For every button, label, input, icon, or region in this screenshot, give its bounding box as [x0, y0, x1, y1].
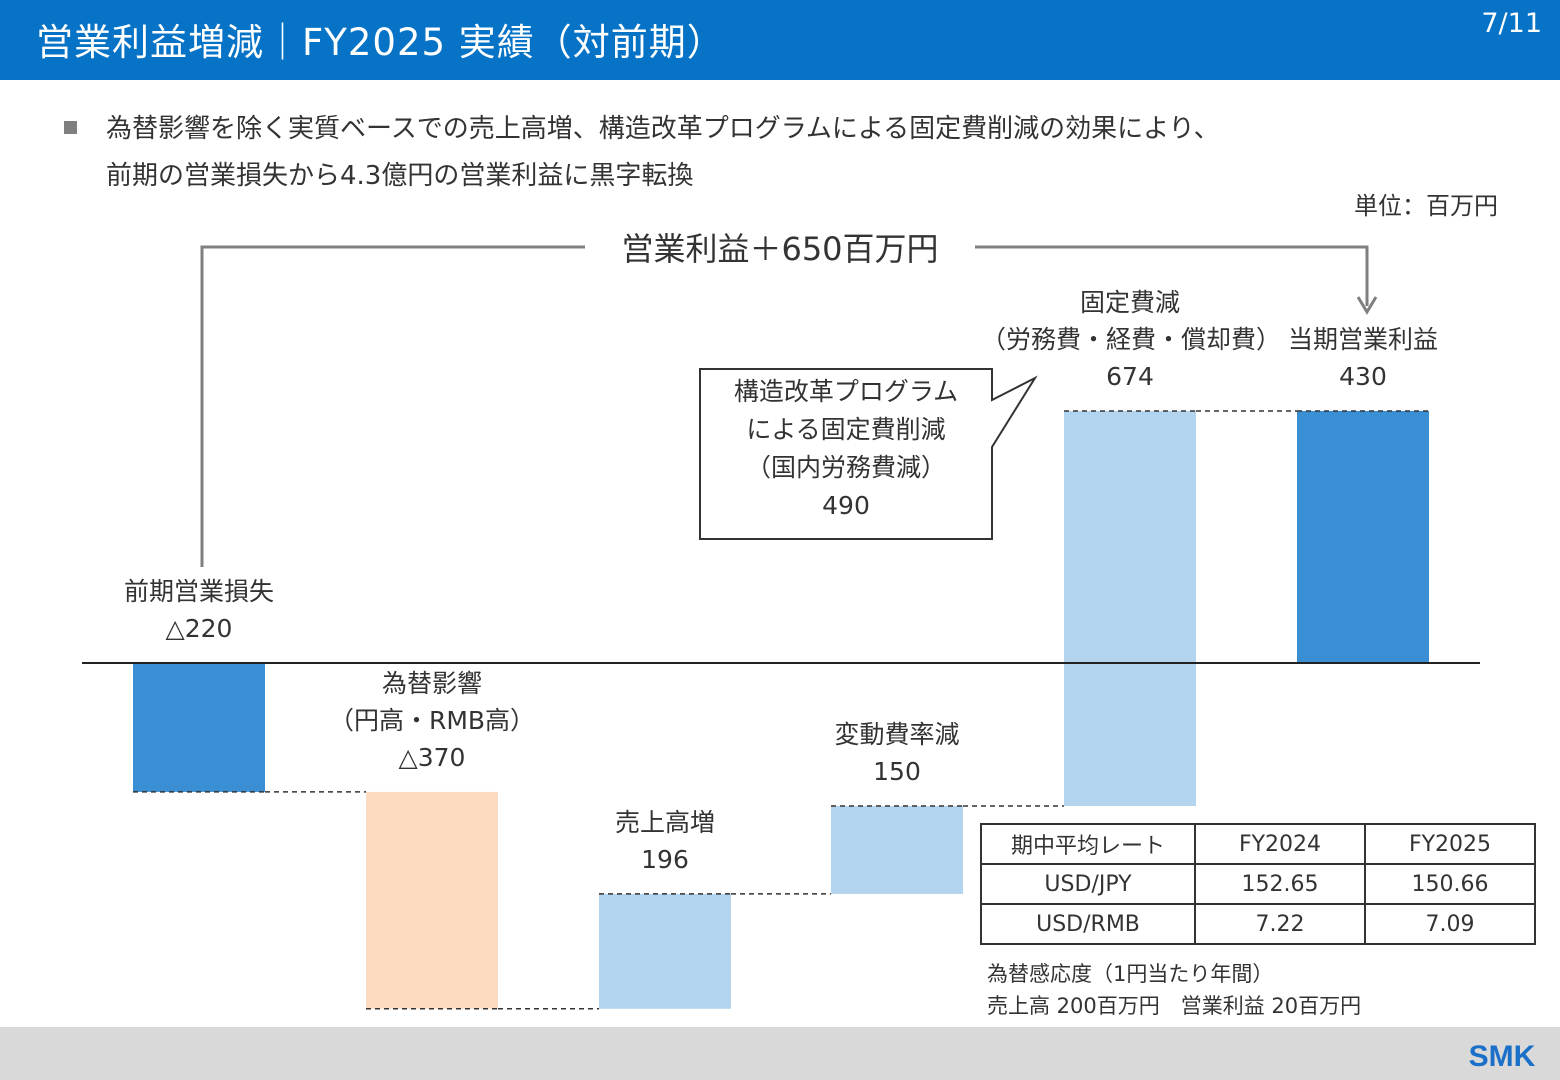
- category-label-5: （労務費・経費・償却費）: [981, 325, 1281, 354]
- table-cell: 150.66: [1364, 863, 1536, 905]
- bar-5: [1064, 411, 1196, 806]
- table-cell: USD/JPY: [980, 863, 1196, 905]
- chart-connectors: [133, 410, 1429, 1010]
- category-label-4: 変動費率減: [834, 720, 959, 749]
- summary-arrow-head-icon: [1356, 296, 1378, 315]
- table-row: USD/RMB 7.22 7.09: [980, 903, 1536, 945]
- category-label-1: 前期営業損失: [124, 577, 274, 606]
- header-bar: 営業利益増減｜FY2025 実績（対前期） 7/11: [0, 0, 1560, 80]
- table-cell: USD/RMB: [980, 903, 1196, 945]
- category-label-5: 固定費減: [1080, 288, 1180, 317]
- page-number: 7/11: [1481, 8, 1542, 39]
- category-label-3: 売上高増: [615, 808, 715, 837]
- bar-2: [366, 791, 498, 1009]
- summary-arrow-right: [975, 245, 1369, 306]
- table-row: USD/JPY 152.65 150.66: [980, 863, 1536, 905]
- table-header-cell: 期中平均レート: [980, 823, 1196, 865]
- callout-line-2: による固定費削減: [746, 415, 945, 444]
- chart-bars: [133, 411, 1429, 1009]
- callout-box: [699, 368, 1038, 540]
- fx-sensitivity-note-1: 為替感応度（1円当たり年間）: [987, 962, 1274, 986]
- table-cell: 7.09: [1364, 903, 1536, 945]
- table-header-cell: FY2024: [1194, 823, 1366, 865]
- bar-6: [1297, 411, 1429, 663]
- chart-labels: 前期営業損失 △220 為替影響 （円高・RMB高） △370 売上高増 196 変動費率減 1…: [124, 288, 1438, 874]
- bar-4: [831, 805, 963, 894]
- value-label-4: 150: [873, 757, 921, 786]
- bullet-text-line-2: 前期の営業損失から4.3億円の営業利益に黒字転換: [106, 161, 694, 191]
- unit-label: 単位：百万円: [1354, 192, 1498, 220]
- value-label-1: △220: [166, 614, 233, 643]
- category-label-6: 当期営業利益: [1288, 325, 1438, 354]
- table-header-cell: FY2025: [1364, 823, 1536, 865]
- bar-1: [133, 663, 265, 792]
- summary-arrow-label: 営業利益＋650百万円: [621, 230, 938, 268]
- table-cell: 152.65: [1194, 863, 1366, 905]
- value-label-5: 674: [1106, 362, 1154, 391]
- value-label-3: 196: [641, 845, 689, 874]
- fx-rate-table: 期中平均レート FY2024 FY2025 USD/JPY 152.65 150…: [980, 823, 1536, 945]
- callout-line-3: （国内労務費減）: [746, 453, 946, 482]
- callout-line-1: 構造改革プログラム: [734, 377, 958, 406]
- logo-text: SMK: [1469, 1040, 1536, 1073]
- category-label-2: （円高・RMB高）: [329, 706, 535, 735]
- bullet-square-icon: [64, 121, 77, 134]
- summary-arrow-left: [200, 245, 585, 567]
- category-label-2: 為替影響: [382, 669, 482, 698]
- bullet-text-line-1: 為替影響を除く実質ベースでの売上高増、構造改革プログラムによる固定費削減の効果に…: [106, 114, 1220, 144]
- fx-sensitivity-note-2: 売上高 200百万円 営業利益 20百万円: [987, 994, 1362, 1018]
- callout-value: 490: [822, 491, 870, 520]
- table-cell: 7.22: [1194, 903, 1366, 945]
- table-header-row: 期中平均レート FY2024 FY2025: [980, 823, 1536, 865]
- smk-logo: SMK: [1469, 1040, 1536, 1073]
- page-title: 営業利益増減｜FY2025 実績（対前期）: [36, 21, 725, 64]
- value-label-2: △370: [399, 743, 466, 772]
- value-label-6: 430: [1339, 362, 1387, 391]
- bar-3: [599, 893, 731, 1009]
- footer-bar: [0, 1027, 1560, 1080]
